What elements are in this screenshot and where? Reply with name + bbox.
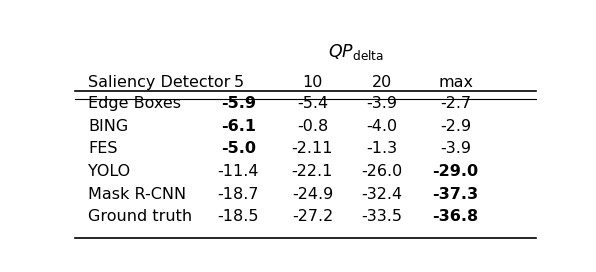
Text: -3.9: -3.9 [440,141,471,156]
Text: -33.5: -33.5 [361,209,402,224]
Text: -29.0: -29.0 [433,164,479,179]
Text: BING: BING [88,119,129,134]
Text: -18.7: -18.7 [218,187,259,202]
Text: $\mathit{QP}$$_{\mathrm{delta}}$: $\mathit{QP}$$_{\mathrm{delta}}$ [328,42,384,62]
Text: -36.8: -36.8 [433,209,479,224]
Text: -2.11: -2.11 [291,141,333,156]
Text: -2.7: -2.7 [440,96,471,111]
Text: -6.1: -6.1 [221,119,256,134]
Text: 5: 5 [234,75,244,89]
Text: -1.3: -1.3 [366,141,397,156]
Text: -24.9: -24.9 [292,187,333,202]
Text: -11.4: -11.4 [218,164,259,179]
Text: -26.0: -26.0 [361,164,402,179]
Text: -37.3: -37.3 [433,187,479,202]
Text: -32.4: -32.4 [361,187,402,202]
Text: -5.9: -5.9 [221,96,256,111]
Text: -5.4: -5.4 [297,96,328,111]
Text: -5.0: -5.0 [221,141,256,156]
Text: 10: 10 [302,75,322,89]
Text: Mask R-CNN: Mask R-CNN [88,187,187,202]
Text: FES: FES [88,141,118,156]
Text: Saliency Detector: Saliency Detector [88,75,231,89]
Text: -0.8: -0.8 [297,119,328,134]
Text: 20: 20 [371,75,392,89]
Text: -22.1: -22.1 [291,164,333,179]
Text: YOLO: YOLO [88,164,131,179]
Text: -2.9: -2.9 [440,119,471,134]
Text: Edge Boxes: Edge Boxes [88,96,181,111]
Text: -18.5: -18.5 [218,209,259,224]
Text: Ground truth: Ground truth [88,209,193,224]
Text: -27.2: -27.2 [292,209,333,224]
Text: -3.9: -3.9 [366,96,397,111]
Text: max: max [438,75,473,89]
Text: -4.0: -4.0 [366,119,397,134]
